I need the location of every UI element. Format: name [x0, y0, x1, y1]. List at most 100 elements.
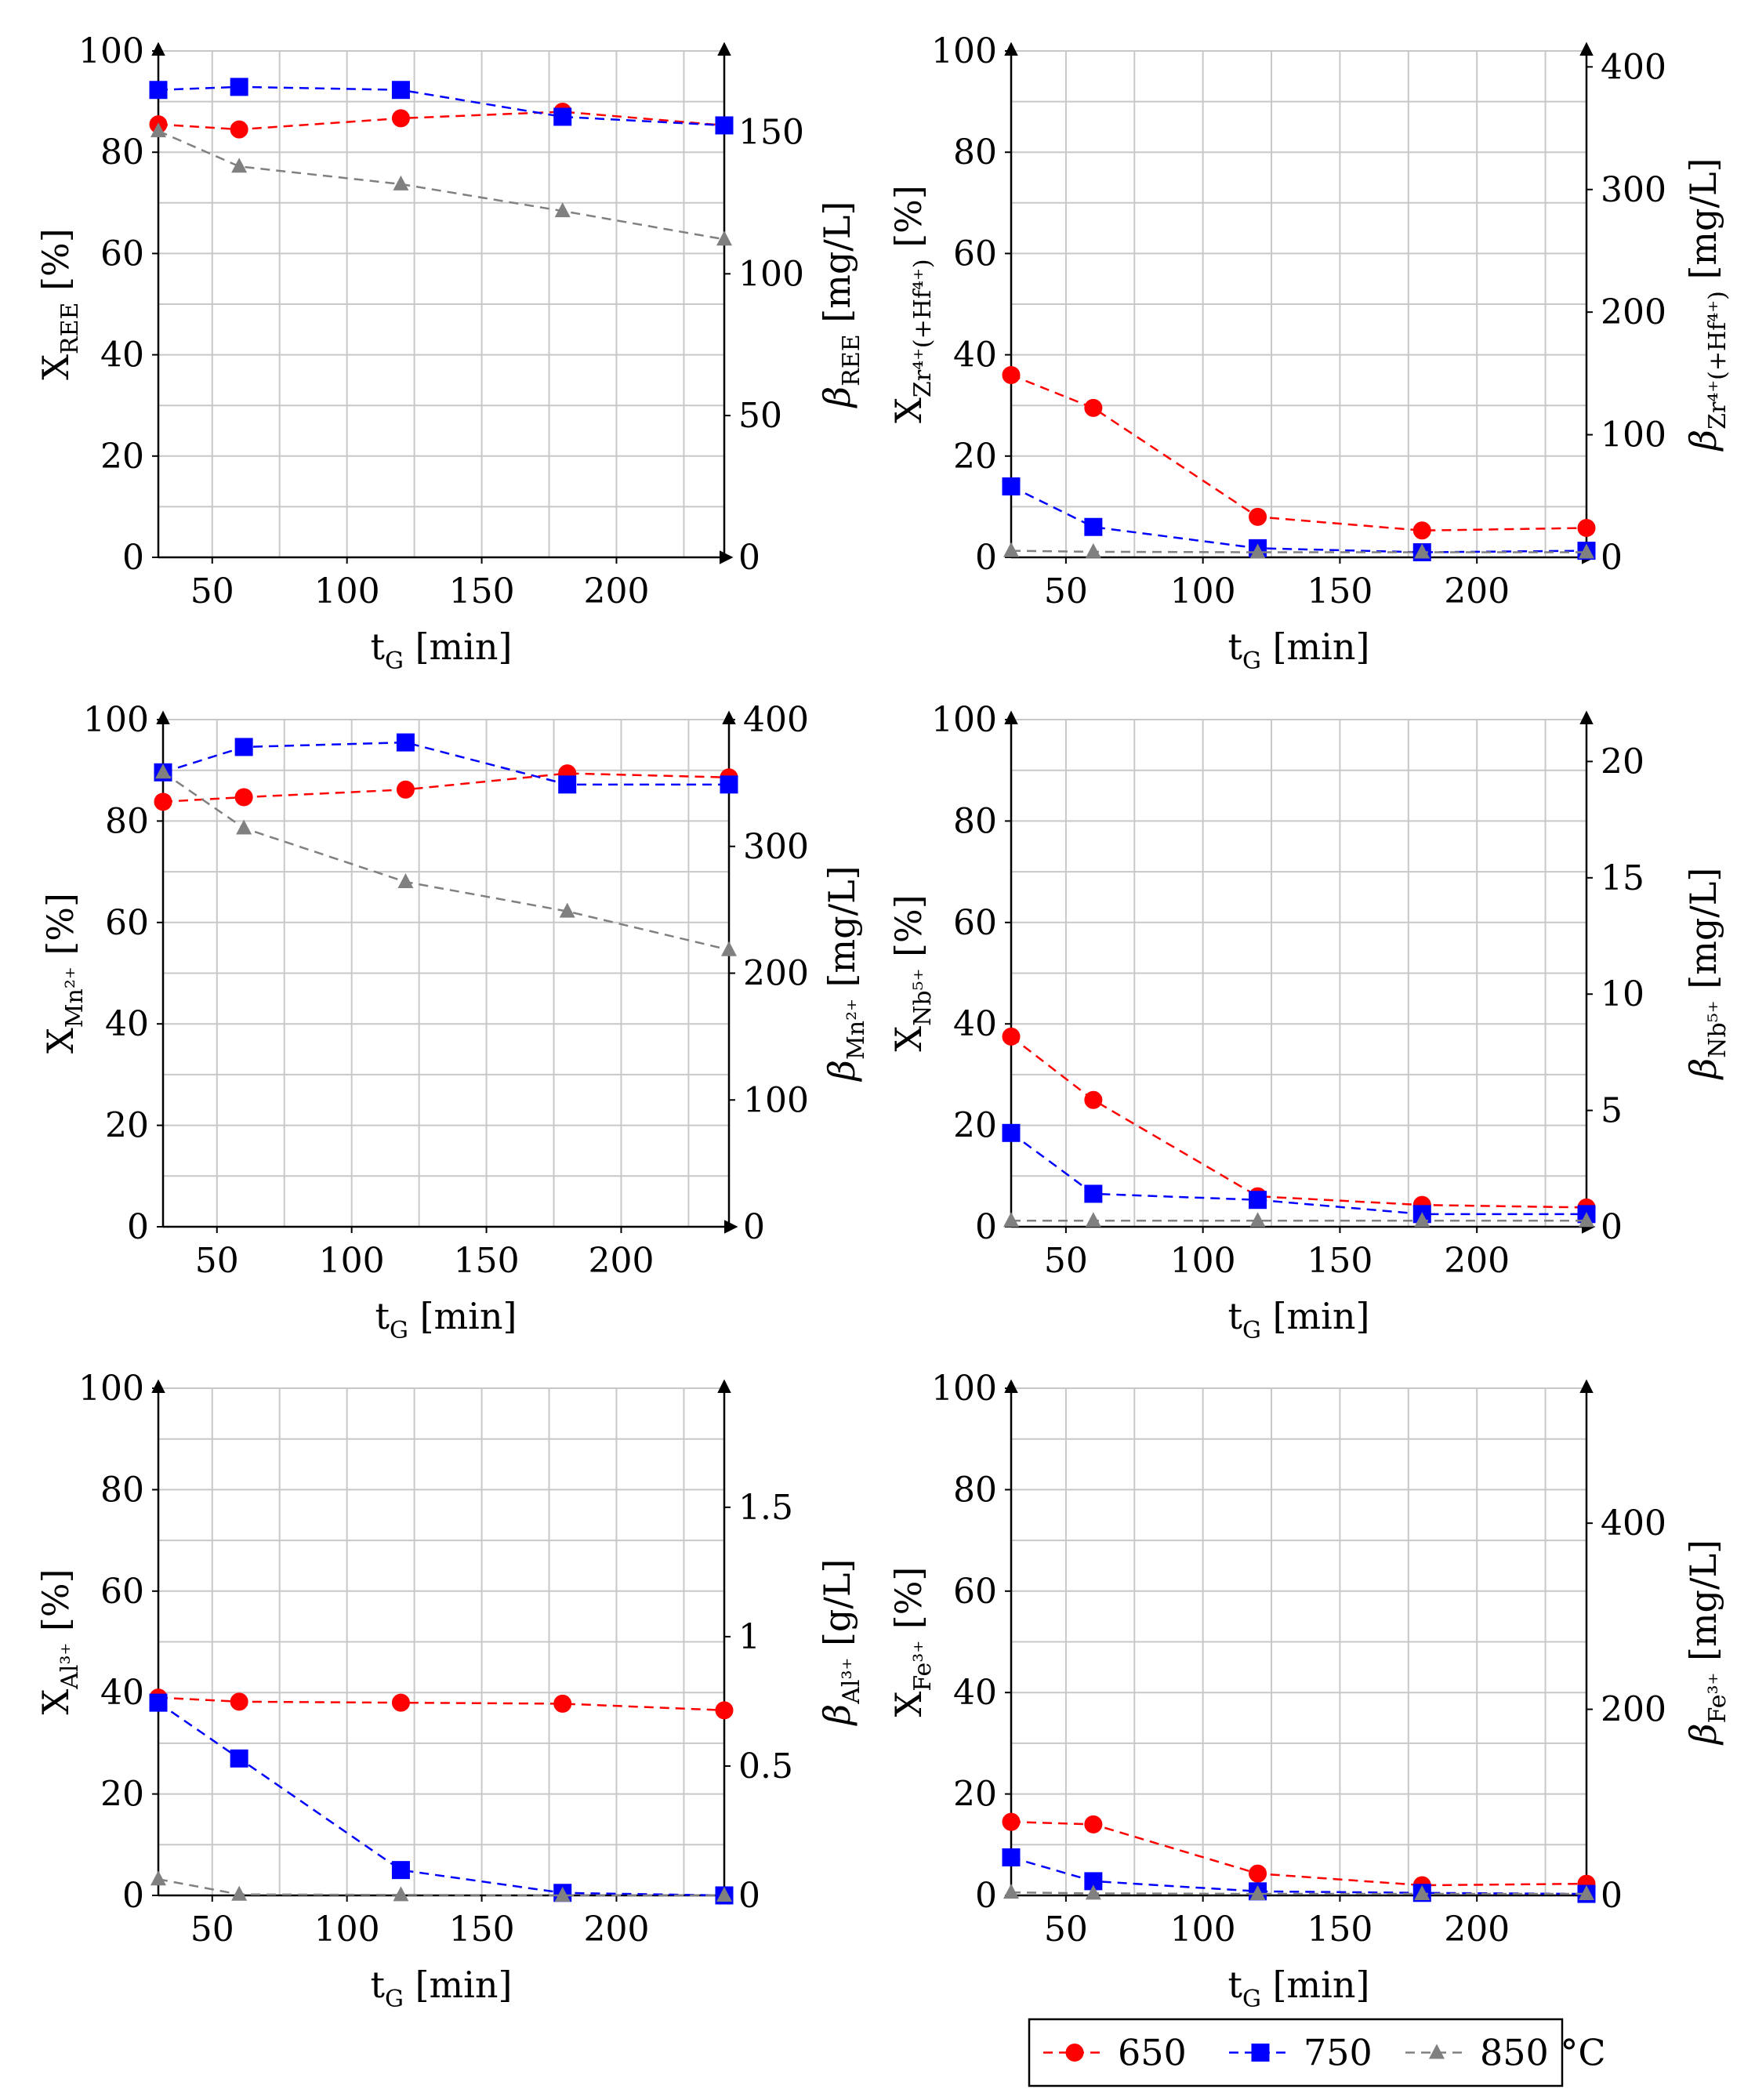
y-tick-label: 100: [83, 700, 149, 740]
data-point-850: [155, 763, 171, 779]
x-axis-label: tG [min]: [1228, 1964, 1370, 2013]
y-tick-label: 80: [100, 1470, 144, 1510]
x-tick-label: 150: [449, 571, 515, 611]
y-tick-label: 0: [122, 538, 144, 578]
y-tick-label: 100: [78, 1369, 144, 1409]
y2-axis-label: βREE [mg/L]: [816, 201, 865, 409]
x-tick-label: 150: [1307, 1241, 1372, 1281]
data-point-750: [230, 78, 248, 96]
data-point-850: [554, 1887, 571, 1902]
y-axis-label: XMn²⁺ [%]: [39, 893, 89, 1054]
data-point-750: [1084, 1184, 1103, 1203]
y-tick-label: 20: [953, 1106, 997, 1146]
axes: 0 20 40 60 80 100 0 50 100 150 50 100 150 200: [78, 31, 804, 611]
series-line-850: [158, 129, 725, 241]
y2-tick-label: 10: [1601, 974, 1644, 1014]
y2-tick-label: 400: [1601, 1503, 1666, 1543]
y2-axis-label: βNb⁵⁺ [mg/L]: [1682, 868, 1731, 1081]
y2-tick-label: 400: [743, 700, 809, 740]
data-point-650: [1084, 1090, 1103, 1109]
series-850: [1003, 1212, 1594, 1228]
grid: [1011, 1387, 1586, 1895]
legend-label: 650: [1118, 2032, 1187, 2074]
y-tick-label: 40: [953, 1673, 997, 1713]
chart-panel-Nb: 0 20 40 60 80 100 0 5 10 15 20 50 100 150 200 tG [min] X…: [887, 700, 1731, 1344]
y-tick-label: 60: [100, 1572, 144, 1612]
y2-tick-label: 100: [738, 254, 804, 294]
y-tick-label: 40: [953, 335, 997, 375]
series-line-650: [1010, 1035, 1587, 1209]
y-tick-label: 20: [105, 1106, 149, 1146]
data-point-850: [150, 122, 166, 138]
y-tick-label: 60: [953, 1572, 997, 1612]
y-tick-label: 0: [122, 1876, 144, 1916]
grid: [158, 50, 724, 557]
y2-tick-label: 100: [1601, 415, 1666, 455]
data-point-750: [1002, 1848, 1021, 1866]
data-point-650: [234, 788, 253, 807]
legend-marker: [1065, 2044, 1084, 2062]
data-point-750: [1002, 1123, 1021, 1142]
series-750: [149, 1693, 734, 1905]
data-point-750: [149, 81, 168, 100]
y2-tick-label: 0: [1601, 1876, 1623, 1916]
data-point-750: [230, 1749, 248, 1768]
series-850: [1003, 1884, 1594, 1901]
data-point-850: [721, 941, 737, 956]
data-point-850: [1003, 542, 1019, 557]
series-850: [150, 1870, 732, 1902]
series-750: [1002, 1123, 1596, 1224]
x-tick-label: 100: [314, 1910, 380, 1949]
x-axis-label: tG [min]: [1228, 1295, 1370, 1344]
series-850: [155, 763, 737, 956]
y-tick-label: 100: [931, 31, 997, 71]
data-point-650: [1002, 1027, 1021, 1046]
y-axis-label: XAl³⁺ [%]: [34, 1569, 84, 1714]
data-point-650: [1002, 1812, 1021, 1831]
y-tick-label: 60: [953, 903, 997, 943]
data-point-850: [554, 202, 571, 218]
x-tick-label: 50: [190, 1910, 234, 1949]
grid: [163, 719, 729, 1227]
y-tick-label: 80: [100, 132, 144, 172]
y2-tick-label: 300: [1601, 170, 1666, 210]
data-point-750: [558, 775, 577, 794]
x-axis-label: tG [min]: [1228, 626, 1370, 675]
y-tick-label: 60: [100, 234, 144, 274]
y-axis-label: XFe³⁺ [%]: [887, 1567, 937, 1717]
y2-tick-label: 0: [743, 1207, 765, 1247]
y2-tick-label: 0: [738, 538, 760, 578]
data-point-850: [716, 1887, 732, 1902]
x-tick-label: 100: [319, 1241, 385, 1281]
y2-tick-label: 200: [1601, 292, 1666, 332]
data-point-850: [231, 1885, 248, 1901]
data-point-650: [1002, 365, 1021, 384]
x-tick-label: 50: [190, 571, 234, 611]
x-tick-label: 100: [1170, 571, 1236, 611]
series-650: [149, 1688, 734, 1720]
y2-tick-label: 1.5: [738, 1488, 793, 1528]
data-point-750: [391, 81, 410, 100]
data-point-650: [715, 1701, 734, 1720]
legend: 650 750 850 °C: [1028, 2018, 1606, 2087]
data-point-750: [149, 1693, 168, 1712]
x-tick-label: 100: [1170, 1910, 1236, 1949]
x-axis-label: tG [min]: [371, 1964, 513, 2013]
data-point-850: [716, 230, 732, 246]
data-point-750: [715, 116, 734, 135]
y-tick-label: 80: [953, 1470, 997, 1510]
data-point-650: [230, 1692, 248, 1711]
y2-axis-label: βAl³⁺ [g/L]: [816, 1559, 865, 1727]
y2-tick-label: 15: [1601, 858, 1644, 898]
y-axis-label: XREE [%]: [34, 228, 84, 379]
y2-tick-label: 200: [743, 954, 809, 994]
x-tick-label: 200: [1444, 1241, 1510, 1281]
y-tick-label: 80: [953, 132, 997, 172]
data-point-650: [154, 792, 172, 811]
data-point-650: [1577, 519, 1596, 538]
series-750: [149, 78, 734, 135]
data-point-850: [1085, 542, 1101, 558]
y-tick-label: 100: [931, 1369, 997, 1409]
legend-label: 850 °C: [1480, 2032, 1606, 2074]
